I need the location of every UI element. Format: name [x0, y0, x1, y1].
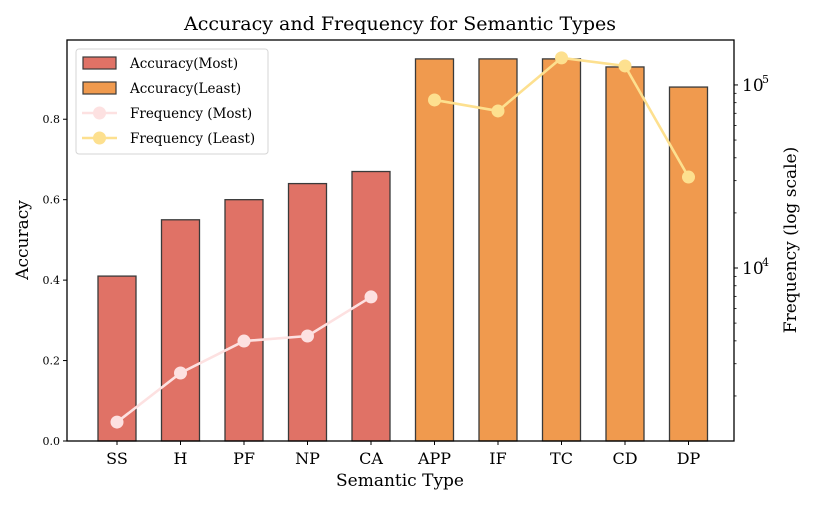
y-tick-label: 0.8: [43, 113, 61, 126]
legend-swatch-1: [82, 81, 117, 95]
y-right-tick-label: 10: [742, 76, 764, 96]
point-H: [174, 366, 187, 380]
y-right-tick-label: 10: [742, 259, 764, 279]
point-PF: [237, 334, 251, 348]
y-tick-label: 0.4: [43, 274, 61, 287]
legend: Accuracy(Most) Accuracy(Least) Frequency (…: [75, 48, 269, 155]
x-tick-label: IF: [489, 449, 506, 468]
point-CD: [618, 59, 632, 73]
lines-layer: [110, 51, 695, 429]
point-APP: [428, 93, 441, 107]
legend-label-1: Accuracy(Least): [129, 81, 241, 97]
bar-PF: [224, 199, 264, 442]
y-right-tick-exponent: 4: [762, 256, 769, 269]
x-axis-label: Semantic Type: [336, 471, 464, 491]
y-axis-left-label: Accuracy: [13, 200, 33, 281]
point-TC: [555, 51, 568, 65]
x-tick-label: CD: [612, 449, 637, 468]
x-tick-label: H: [174, 449, 188, 468]
y-tick-label: 0.2: [43, 355, 61, 368]
point-SS: [110, 415, 124, 429]
bar-TC: [541, 58, 582, 442]
bar-NP: [287, 182, 328, 442]
legend-label-3: Frequency (Least): [130, 131, 255, 147]
point-IF: [491, 104, 505, 118]
point-DP: [682, 170, 695, 184]
x-axis: SS H PF NP CA APP IF TC CD DP: [106, 441, 701, 468]
y-tick-label: 0.0: [43, 435, 61, 448]
legend-swatch-0: [82, 56, 117, 70]
x-tick-label: PF: [233, 449, 255, 468]
y-axis-right-label: Frequency (log scale): [781, 147, 801, 333]
y-right-tick-exponent: 5: [762, 73, 769, 86]
y-tick-label: 0.6: [43, 194, 61, 207]
x-tick-label: APP: [417, 449, 451, 468]
x-tick-label: TC: [550, 449, 573, 468]
bar-DP: [668, 86, 709, 442]
bar-CD: [605, 66, 645, 442]
legend-marker-2: [93, 106, 106, 120]
x-tick-label: SS: [106, 449, 128, 468]
x-tick-label: CA: [359, 449, 383, 468]
legend-label-2: Frequency (Most): [130, 106, 252, 122]
bar-APP: [414, 58, 455, 442]
bars-layer: [97, 58, 709, 442]
y-axis-left: 0.0 0.2 0.4 0.6 0.8: [43, 113, 67, 448]
legend-box: [75, 48, 269, 155]
chart-title: Accuracy and Frequency for Semantic Type…: [183, 13, 616, 35]
legend-label-0: Accuracy(Most): [129, 56, 238, 72]
plot-frame: [66, 39, 735, 442]
x-tick-label: NP: [295, 449, 320, 468]
x-tick-label: DP: [677, 449, 701, 468]
point-CA: [364, 290, 378, 304]
point-NP: [301, 329, 314, 343]
bar-H: [160, 219, 201, 442]
legend-marker-3: [93, 131, 106, 145]
